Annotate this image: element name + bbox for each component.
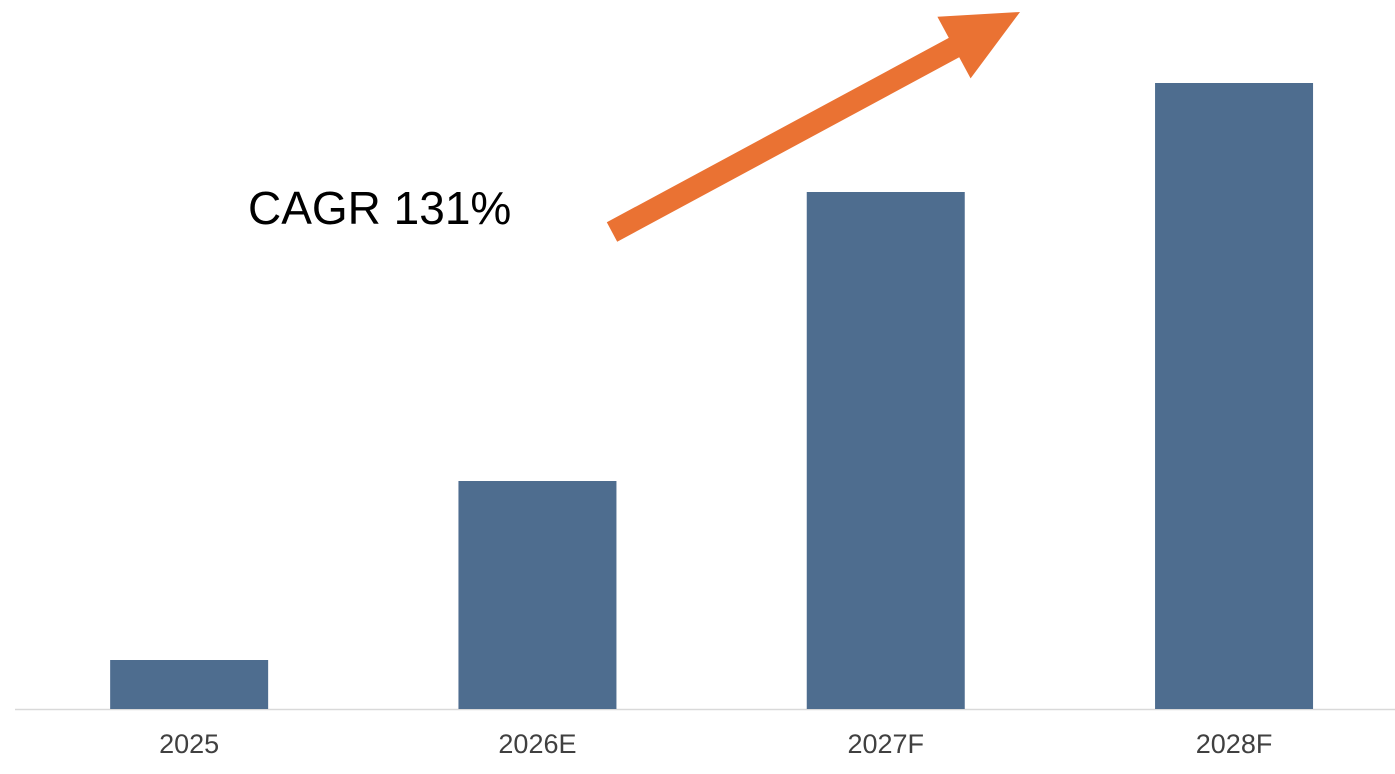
x-tick-label: 2026E — [498, 729, 576, 759]
bar — [1155, 83, 1314, 709]
growth-arrow — [606, 12, 1020, 242]
cagr-annotation: CAGR 131% — [248, 182, 511, 234]
x-tick-label: 2028F — [1196, 729, 1273, 759]
x-tick-label: 2027F — [847, 729, 924, 759]
bar — [806, 192, 965, 709]
bar — [110, 660, 269, 709]
bar — [458, 481, 617, 709]
x-tick-label: 2025 — [159, 729, 219, 759]
